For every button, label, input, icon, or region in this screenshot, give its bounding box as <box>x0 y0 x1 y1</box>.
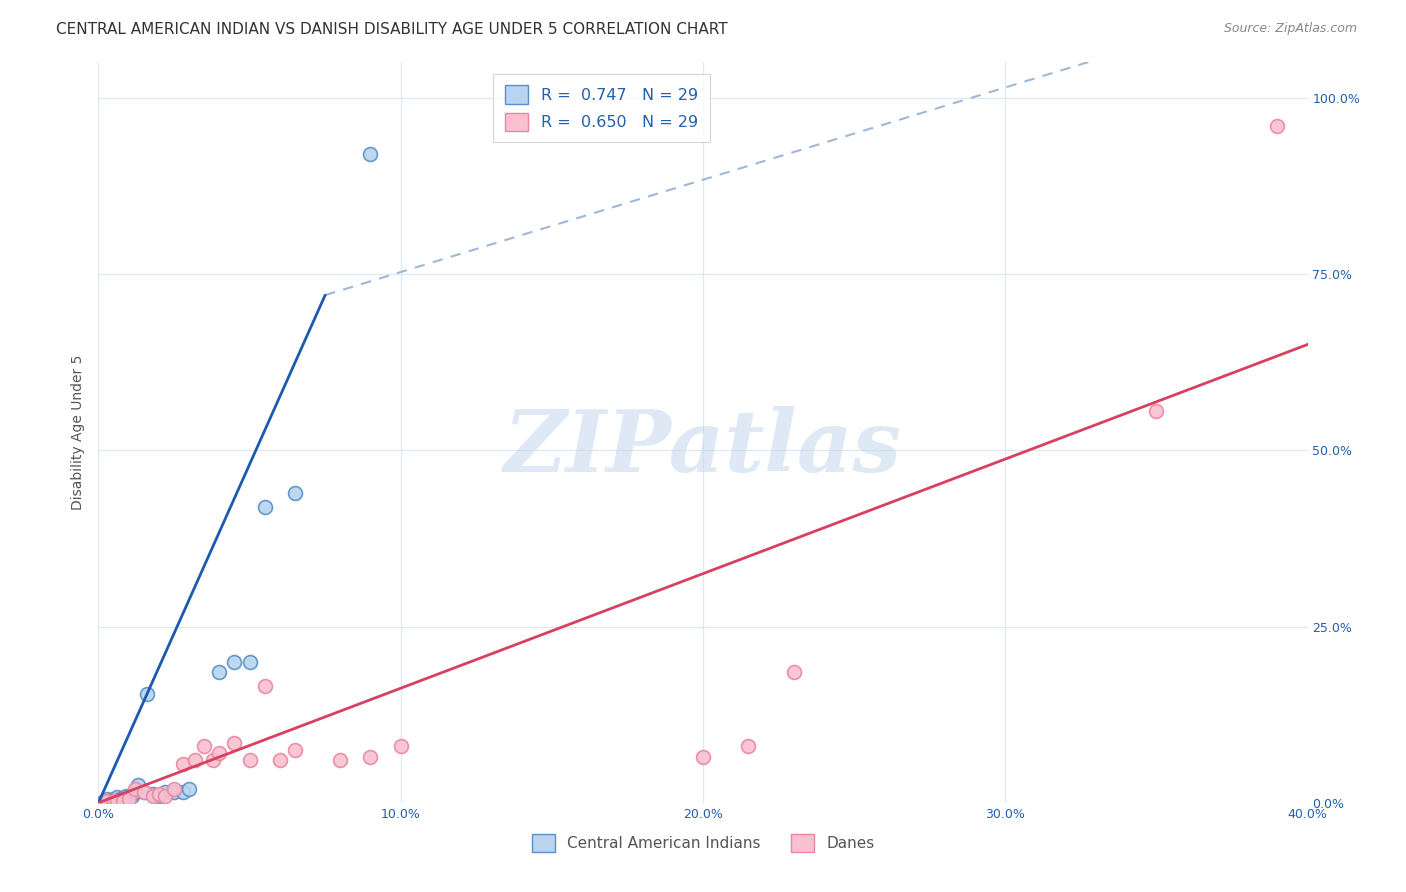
Point <box>100 794 122 808</box>
Point <box>153 785 176 799</box>
Point <box>103 794 125 808</box>
Point <box>105 794 128 808</box>
Point <box>284 485 307 500</box>
Point <box>224 655 246 669</box>
Point <box>111 790 134 805</box>
Point <box>96 794 118 808</box>
Point <box>239 754 262 768</box>
Point <box>103 794 125 808</box>
Point <box>329 754 352 768</box>
Point <box>239 655 262 669</box>
Point <box>132 785 155 799</box>
Point <box>124 785 146 799</box>
Point <box>135 686 157 700</box>
Point <box>142 789 165 803</box>
Point <box>737 739 759 754</box>
Point <box>118 790 141 805</box>
Text: Source: ZipAtlas.com: Source: ZipAtlas.com <box>1223 22 1357 36</box>
Point <box>148 789 170 803</box>
Point <box>105 794 128 808</box>
Legend: Central American Indians, Danes: Central American Indians, Danes <box>526 829 880 858</box>
Point <box>114 789 136 803</box>
Point <box>121 789 143 803</box>
Point <box>96 792 118 806</box>
Point <box>253 500 276 514</box>
Point <box>389 739 412 754</box>
Point <box>93 794 115 808</box>
Point <box>163 785 186 799</box>
Point <box>124 781 146 796</box>
Point <box>184 754 207 768</box>
Point <box>105 790 128 805</box>
Point <box>208 747 231 761</box>
Point <box>96 794 118 808</box>
Point <box>208 665 231 680</box>
Point <box>118 792 141 806</box>
Point <box>284 743 307 757</box>
Text: ZIPatlas: ZIPatlas <box>503 406 903 489</box>
Y-axis label: Disability Age Under 5: Disability Age Under 5 <box>72 355 86 510</box>
Point <box>202 754 225 768</box>
Point <box>193 739 215 754</box>
Point <box>179 781 201 796</box>
Point <box>172 757 194 772</box>
Point <box>360 750 382 764</box>
Point <box>783 665 806 680</box>
Point <box>360 147 382 161</box>
Point <box>132 785 155 799</box>
Point <box>1144 404 1167 418</box>
Point <box>153 789 176 803</box>
Point <box>1267 119 1289 133</box>
Point <box>163 781 186 796</box>
Point <box>224 736 246 750</box>
Point <box>108 792 131 806</box>
Point <box>172 785 194 799</box>
Point <box>127 778 149 792</box>
Point <box>253 680 276 694</box>
Point <box>269 754 291 768</box>
Point <box>111 794 134 808</box>
Point <box>148 788 170 802</box>
Point <box>692 750 714 764</box>
Text: CENTRAL AMERICAN INDIAN VS DANISH DISABILITY AGE UNDER 5 CORRELATION CHART: CENTRAL AMERICAN INDIAN VS DANISH DISABI… <box>56 22 728 37</box>
Point <box>142 788 165 802</box>
Point <box>103 792 125 806</box>
